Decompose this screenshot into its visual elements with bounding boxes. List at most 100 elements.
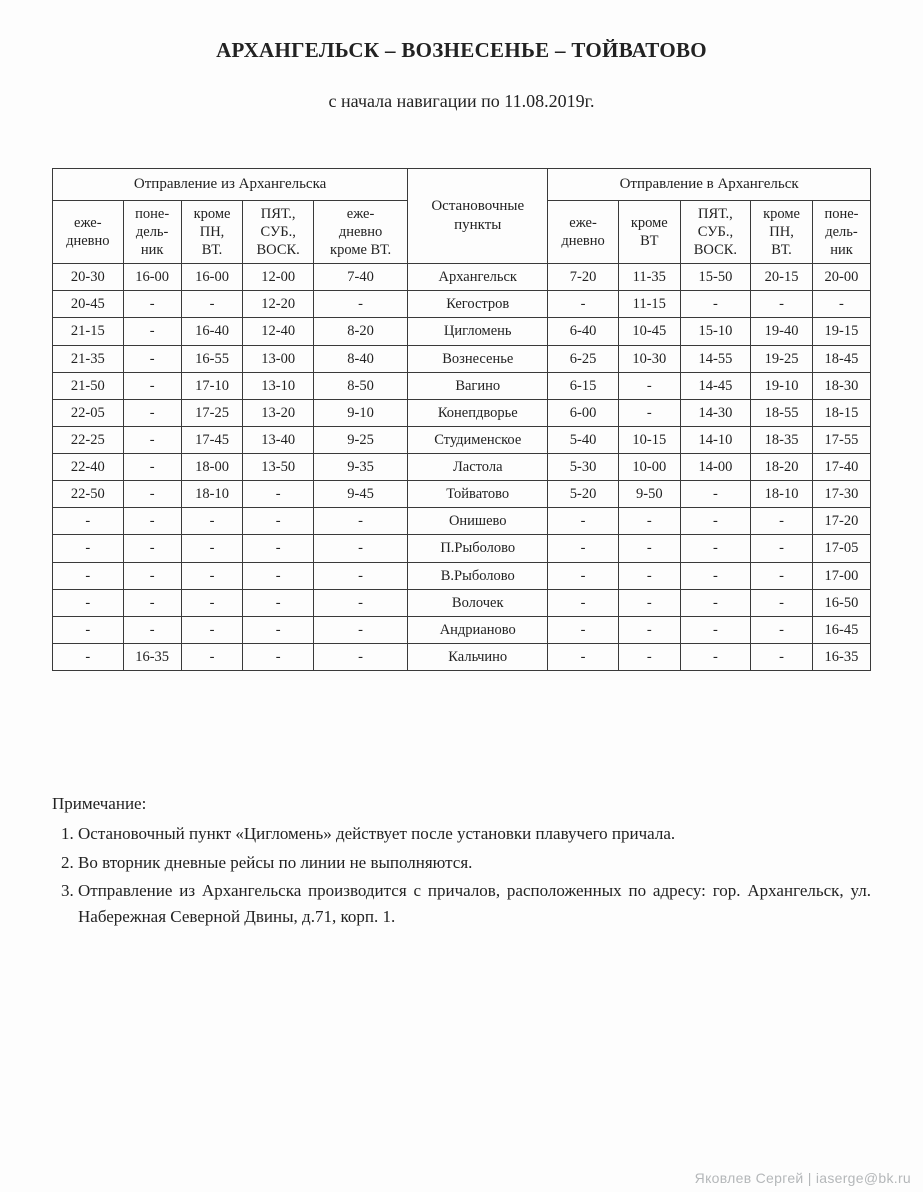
cell-to-1-3: -	[751, 291, 813, 318]
col-from-3: ПЯТ.,СУБ.,ВОСК.	[243, 200, 313, 263]
cell-to-3-4: 18-45	[812, 345, 870, 372]
cell-from-5-2: 17-25	[181, 399, 243, 426]
cell-from-11-4: -	[313, 562, 407, 589]
cell-to-11-2: -	[680, 562, 750, 589]
cell-to-13-2: -	[680, 616, 750, 643]
cell-to-10-1: -	[618, 535, 680, 562]
cell-from-3-3: 13-00	[243, 345, 313, 372]
cell-stop-9: Онишево	[408, 508, 548, 535]
cell-to-1-2: -	[680, 291, 750, 318]
cell-stop-10: П.Рыболово	[408, 535, 548, 562]
cell-to-11-0: -	[548, 562, 619, 589]
cell-from-10-0: -	[53, 535, 124, 562]
col-to-2: ПЯТ.,СУБ.,ВОСК.	[680, 200, 750, 263]
cell-from-3-2: 16-55	[181, 345, 243, 372]
cell-from-10-3: -	[243, 535, 313, 562]
cell-from-9-4: -	[313, 508, 407, 535]
cell-to-7-4: 17-40	[812, 454, 870, 481]
cell-from-8-0: 22-50	[53, 481, 124, 508]
cell-from-11-2: -	[181, 562, 243, 589]
cell-to-7-3: 18-20	[751, 454, 813, 481]
cell-from-11-0: -	[53, 562, 124, 589]
note-item-1: Остановочный пункт «Цигломень» действует…	[78, 821, 871, 847]
cell-to-9-2: -	[680, 508, 750, 535]
cell-to-9-3: -	[751, 508, 813, 535]
cell-stop-0: Архангельск	[408, 264, 548, 291]
cell-from-1-1: -	[123, 291, 181, 318]
cell-stop-8: Тойватово	[408, 481, 548, 508]
cell-from-7-1: -	[123, 454, 181, 481]
cell-to-13-1: -	[618, 616, 680, 643]
cell-from-5-4: 9-10	[313, 399, 407, 426]
col-to-1: кромеВТ	[618, 200, 680, 263]
cell-to-12-0: -	[548, 589, 619, 616]
cell-to-12-4: 16-50	[812, 589, 870, 616]
cell-to-4-3: 19-10	[751, 372, 813, 399]
cell-from-5-0: 22-05	[53, 399, 124, 426]
group-header-row: Отправление из Архангельска Остановочные…	[53, 169, 871, 201]
col-to-0: еже-дневно	[548, 200, 619, 263]
cell-from-0-4: 7-40	[313, 264, 407, 291]
cell-from-14-3: -	[243, 643, 313, 670]
cell-to-6-2: 14-10	[680, 426, 750, 453]
cell-from-12-3: -	[243, 589, 313, 616]
cell-to-12-1: -	[618, 589, 680, 616]
table-row: 20-45--12-20-Кегостров-11-15---	[53, 291, 871, 318]
cell-from-9-1: -	[123, 508, 181, 535]
cell-to-2-1: 10-45	[618, 318, 680, 345]
cell-to-5-4: 18-15	[812, 399, 870, 426]
cell-to-0-3: 20-15	[751, 264, 813, 291]
cell-to-13-0: -	[548, 616, 619, 643]
cell-from-6-1: -	[123, 426, 181, 453]
cell-to-6-0: 5-40	[548, 426, 619, 453]
cell-to-10-2: -	[680, 535, 750, 562]
table-body: 20-3016-0016-0012-007-40Архангельск7-201…	[53, 264, 871, 671]
cell-to-1-4: -	[812, 291, 870, 318]
table-row: -----Волочек----16-50	[53, 589, 871, 616]
cell-to-0-1: 11-35	[618, 264, 680, 291]
cell-to-0-2: 15-50	[680, 264, 750, 291]
cell-from-5-3: 13-20	[243, 399, 313, 426]
cell-to-13-4: 16-45	[812, 616, 870, 643]
cell-from-13-3: -	[243, 616, 313, 643]
cell-to-0-4: 20-00	[812, 264, 870, 291]
cell-from-9-0: -	[53, 508, 124, 535]
notes-section: Примечание: Остановочный пункт «Цигломен…	[52, 791, 871, 931]
cell-stop-13: Андрианово	[408, 616, 548, 643]
cell-from-4-2: 17-10	[181, 372, 243, 399]
cell-to-14-3: -	[751, 643, 813, 670]
page-subtitle: с начала навигации по 11.08.2019г.	[52, 91, 871, 112]
cell-to-13-3: -	[751, 616, 813, 643]
cell-from-11-3: -	[243, 562, 313, 589]
col-to-3: кромеПН,ВТ.	[751, 200, 813, 263]
col-to-4: поне-дель-ник	[812, 200, 870, 263]
cell-from-10-2: -	[181, 535, 243, 562]
document-page: АРХАНГЕЛЬСК – ВОЗНЕСЕНЬЕ – ТОЙВАТОВО с н…	[0, 0, 923, 1192]
col-from-1: поне-дель-ник	[123, 200, 181, 263]
cell-from-4-4: 8-50	[313, 372, 407, 399]
cell-to-5-2: 14-30	[680, 399, 750, 426]
cell-to-2-3: 19-40	[751, 318, 813, 345]
col-from-4: еже-дневнокроме ВТ.	[313, 200, 407, 263]
cell-to-3-3: 19-25	[751, 345, 813, 372]
cell-to-7-0: 5-30	[548, 454, 619, 481]
cell-to-2-2: 15-10	[680, 318, 750, 345]
note-item-2: Во вторник дневные рейсы по линии не вып…	[78, 850, 871, 876]
cell-to-8-1: 9-50	[618, 481, 680, 508]
cell-from-4-0: 21-50	[53, 372, 124, 399]
cell-to-14-4: 16-35	[812, 643, 870, 670]
cell-to-8-0: 5-20	[548, 481, 619, 508]
cell-from-12-2: -	[181, 589, 243, 616]
cell-to-9-1: -	[618, 508, 680, 535]
cell-to-3-0: 6-25	[548, 345, 619, 372]
cell-to-2-4: 19-15	[812, 318, 870, 345]
cell-from-12-4: -	[313, 589, 407, 616]
table-row: -----В.Рыболово----17-00	[53, 562, 871, 589]
table-row: -----П.Рыболово----17-05	[53, 535, 871, 562]
cell-stop-3: Вознесенье	[408, 345, 548, 372]
cell-to-12-2: -	[680, 589, 750, 616]
cell-to-1-1: 11-15	[618, 291, 680, 318]
cell-to-14-1: -	[618, 643, 680, 670]
cell-from-1-2: -	[181, 291, 243, 318]
cell-from-2-1: -	[123, 318, 181, 345]
